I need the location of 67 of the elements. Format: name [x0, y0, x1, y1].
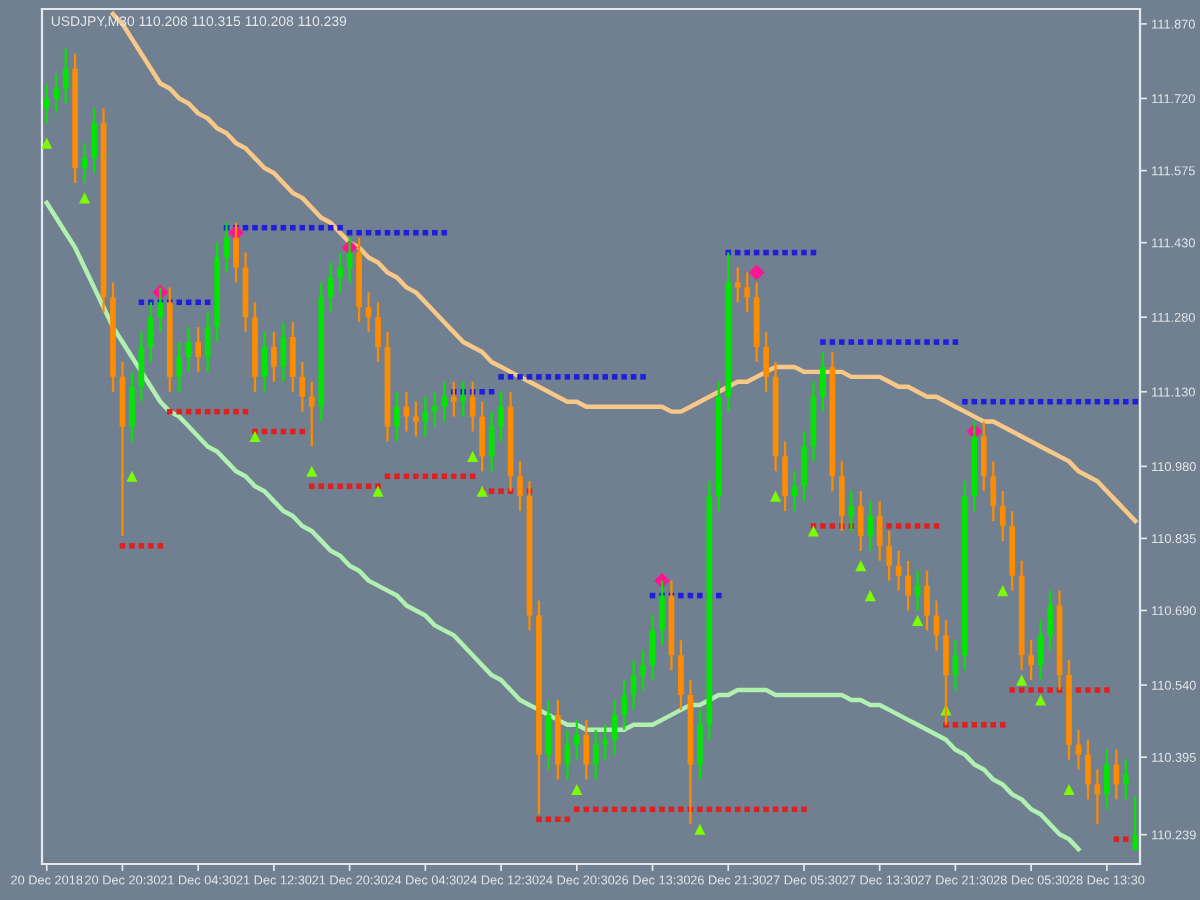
point: [1035, 694, 1047, 706]
point: [79, 192, 91, 204]
point: [249, 430, 261, 443]
candlestick: [763, 331, 769, 393]
candlestick: [62, 47, 69, 105]
candlestick: [176, 340, 183, 393]
point: [694, 823, 706, 835]
candlestick: [290, 321, 296, 393]
candlestick: [782, 440, 788, 513]
point: [748, 264, 765, 281]
candlestick: [744, 271, 751, 314]
candlestick: [431, 390, 438, 428]
candlestick: [271, 331, 277, 383]
candlestick: [1085, 738, 1091, 801]
candlestick: [602, 723, 609, 761]
candlestick: [924, 569, 930, 632]
point: [912, 614, 924, 626]
candlestick: [573, 718, 580, 761]
candlestick: [394, 390, 400, 443]
candlestick: [308, 380, 315, 448]
candlestick: [91, 107, 97, 175]
candlestick: [611, 698, 618, 756]
candlestick: [1104, 748, 1110, 811]
point: [1016, 674, 1028, 686]
candlestick: [734, 266, 741, 304]
candlestick: [327, 261, 334, 314]
candlestick: [886, 529, 892, 582]
point: [770, 490, 782, 502]
line-series: [44, 200, 1081, 852]
candlestick: [640, 649, 646, 692]
candlestick: [1028, 639, 1034, 682]
candlestick: [43, 82, 50, 125]
candlestick: [1122, 758, 1129, 801]
point: [306, 465, 318, 477]
candlestick: [413, 400, 419, 438]
candlestick: [375, 301, 381, 364]
point: [864, 590, 876, 602]
candlestick: [129, 370, 135, 443]
point: [126, 470, 138, 482]
candlestick: [583, 718, 590, 781]
candlestick: [337, 251, 343, 294]
point: [42, 137, 53, 149]
candlestick: [592, 728, 599, 781]
candlestick: [299, 360, 306, 413]
candlestick: [195, 326, 202, 373]
candlestick: [1113, 748, 1120, 801]
candlestick: [980, 420, 987, 493]
candlestick: [820, 350, 826, 413]
candlestick: [999, 490, 1006, 542]
candlestick: [678, 639, 684, 712]
candlestick: [990, 460, 997, 523]
candlestick: [498, 390, 504, 443]
candlestick: [697, 708, 703, 781]
point: [571, 783, 583, 795]
point: [1063, 783, 1075, 795]
candlestick: [905, 559, 911, 612]
candlestick: [479, 400, 485, 473]
candlestick: [1047, 589, 1053, 652]
point: [372, 485, 384, 497]
candlestick: [801, 430, 807, 503]
candlestick: [441, 380, 448, 423]
candlestick: [53, 72, 60, 115]
candlestick: [621, 678, 627, 731]
point: [467, 450, 479, 462]
candlestick: [185, 326, 192, 373]
candlestick: [564, 728, 571, 781]
point: [807, 525, 819, 537]
